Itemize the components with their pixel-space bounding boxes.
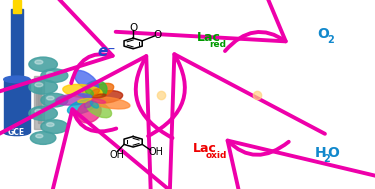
Ellipse shape bbox=[92, 99, 106, 103]
Text: O: O bbox=[154, 30, 162, 40]
Text: OH: OH bbox=[110, 150, 125, 160]
FancyArrowPatch shape bbox=[0, 56, 172, 189]
Circle shape bbox=[29, 57, 57, 71]
Bar bbox=[11, 9, 22, 85]
Circle shape bbox=[46, 72, 54, 75]
Circle shape bbox=[41, 120, 68, 133]
FancyArrowPatch shape bbox=[148, 54, 325, 189]
Ellipse shape bbox=[91, 89, 99, 96]
Text: H: H bbox=[315, 146, 327, 160]
Bar bbox=[34, 76, 40, 129]
Circle shape bbox=[36, 134, 43, 138]
Ellipse shape bbox=[83, 83, 114, 100]
Circle shape bbox=[35, 83, 43, 87]
Ellipse shape bbox=[89, 91, 123, 103]
Circle shape bbox=[41, 93, 68, 107]
Ellipse shape bbox=[74, 70, 99, 91]
Text: O: O bbox=[129, 23, 137, 33]
Ellipse shape bbox=[90, 97, 130, 109]
FancyArrowPatch shape bbox=[116, 0, 286, 51]
Text: e⁻: e⁻ bbox=[98, 43, 116, 59]
Text: 2: 2 bbox=[327, 35, 334, 45]
Ellipse shape bbox=[77, 101, 101, 123]
FancyArrowPatch shape bbox=[228, 141, 375, 189]
Circle shape bbox=[41, 69, 68, 82]
Text: Lac: Lac bbox=[197, 31, 221, 44]
Bar bbox=[13, 0, 21, 13]
Circle shape bbox=[35, 109, 43, 113]
Text: O: O bbox=[317, 27, 329, 41]
Text: OH: OH bbox=[149, 147, 164, 157]
Bar bbox=[38, 81, 44, 123]
Circle shape bbox=[46, 123, 54, 126]
Circle shape bbox=[29, 106, 57, 121]
Text: GCE: GCE bbox=[8, 128, 25, 137]
Ellipse shape bbox=[83, 81, 107, 101]
Ellipse shape bbox=[86, 100, 111, 118]
Circle shape bbox=[46, 96, 54, 100]
Text: 2: 2 bbox=[323, 154, 330, 164]
Circle shape bbox=[30, 132, 56, 144]
Bar bbox=[36, 83, 41, 117]
FancyArrowPatch shape bbox=[0, 0, 113, 107]
Ellipse shape bbox=[4, 129, 30, 136]
Ellipse shape bbox=[92, 94, 106, 98]
Ellipse shape bbox=[90, 101, 99, 108]
Ellipse shape bbox=[68, 99, 96, 114]
Ellipse shape bbox=[78, 98, 92, 103]
Text: oxid: oxid bbox=[206, 151, 227, 160]
Ellipse shape bbox=[78, 93, 92, 98]
Ellipse shape bbox=[4, 76, 30, 83]
Text: O: O bbox=[328, 146, 340, 160]
Ellipse shape bbox=[56, 94, 91, 105]
Ellipse shape bbox=[63, 84, 102, 98]
Circle shape bbox=[35, 60, 43, 64]
Bar bbox=[4, 79, 30, 132]
Text: Lac: Lac bbox=[192, 142, 216, 155]
Text: red: red bbox=[210, 40, 226, 49]
Ellipse shape bbox=[85, 88, 93, 96]
Circle shape bbox=[29, 80, 57, 94]
FancyArrowPatch shape bbox=[32, 109, 203, 189]
Ellipse shape bbox=[84, 101, 93, 108]
